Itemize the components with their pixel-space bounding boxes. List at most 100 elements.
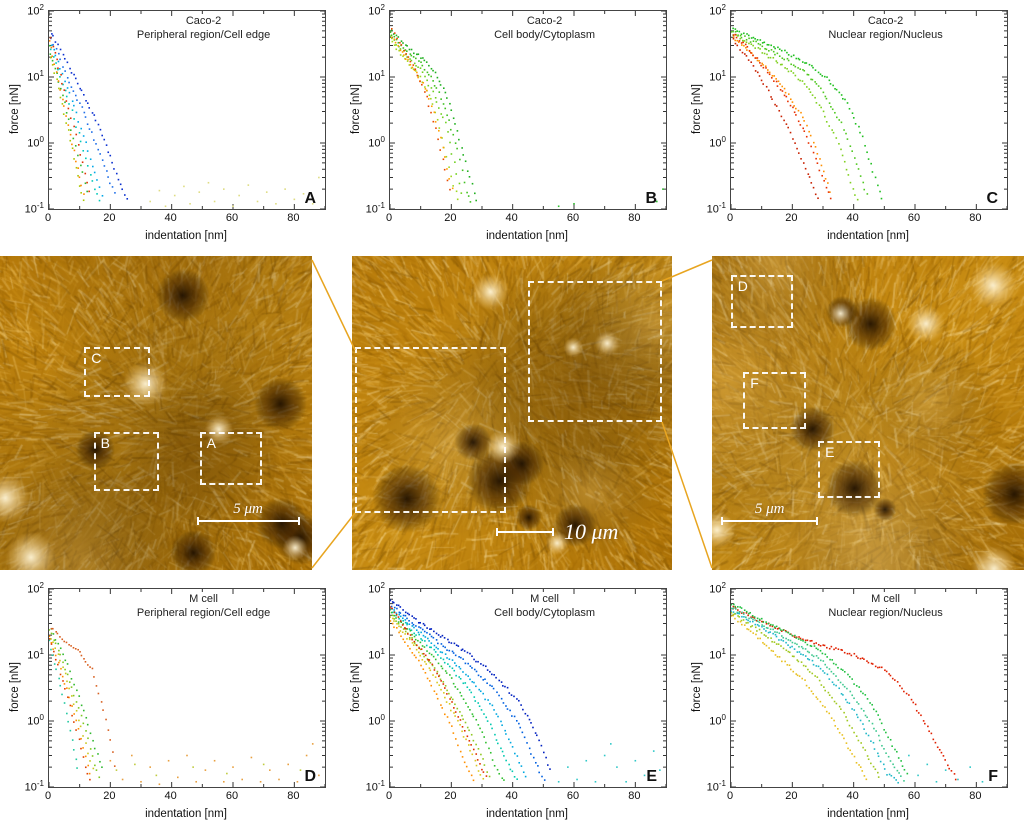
x-tick-label: 80: [969, 790, 982, 802]
plot-area: Caco-2 Cell body/Cytoplasm B: [389, 10, 667, 210]
roi-label: B: [100, 434, 111, 451]
afm-micrograph-canvas: [0, 256, 312, 570]
plot-title: M cell Peripheral region/Cell edge: [137, 592, 270, 621]
top-plot-row: force [nN] Caco-2 Peripheral region/Cell…: [0, 0, 1024, 250]
plot-title: Caco-2 Peripheral region/Cell edge: [137, 14, 270, 43]
scale-bar: 5 μm: [196, 500, 300, 526]
chart-panel-e: force [nN] M cell Cell body/Cytoplasm E …: [343, 580, 675, 828]
y-axis-label: force [nN]: [691, 662, 703, 712]
x-tick-label: 20: [103, 212, 116, 224]
panel-letter: B: [645, 190, 657, 207]
scale-bar-line: [196, 517, 300, 526]
plot-area: M cell Nuclear region/Nucleus F: [730, 588, 1008, 788]
y-axis-label: force [nN]: [691, 84, 703, 134]
x-tick-label: 80: [287, 212, 300, 224]
x-tick-label: 0: [44, 212, 52, 224]
plot-area: M cell Cell body/Cytoplasm E: [389, 588, 667, 788]
plot-title-line2: Cell body/Cytoplasm: [494, 29, 595, 42]
plot-title: Caco-2 Nuclear region/Nucleus: [828, 14, 942, 43]
x-tick-label: 20: [444, 212, 457, 224]
roi-label: F: [750, 375, 760, 392]
scale-label: 5 μm: [754, 500, 785, 517]
x-tick-label: 40: [846, 790, 859, 802]
panel-letter: C: [986, 190, 998, 207]
scale-bar: 10 μm: [496, 519, 618, 544]
plot-title-line2: Nuclear region/Nucleus: [828, 29, 943, 42]
scale-label: 5 μm: [233, 500, 263, 517]
plot-title-line1: Caco-2: [867, 15, 904, 27]
roi-label: D: [737, 277, 749, 294]
scale-bar-line: [496, 527, 554, 536]
chart-panel-b: force [nN] Caco-2 Cell body/Cytoplasm B …: [343, 2, 675, 250]
y-tick-label: 101: [368, 647, 385, 662]
x-tick-label: 60: [225, 212, 239, 224]
roi-box: [528, 281, 663, 423]
x-tick-label: 0: [726, 790, 734, 802]
y-tick-label: 100: [709, 713, 726, 728]
x-tick-label: 40: [846, 212, 859, 224]
y-tick-label: 100: [368, 713, 385, 728]
scale-bar: 5 μm: [721, 500, 819, 526]
scale-bar-line: [721, 517, 819, 526]
plot-title-line1: Caco-2: [526, 15, 563, 27]
x-tick-label: 40: [505, 790, 518, 802]
chart-canvas: [731, 589, 1007, 787]
x-tick-label: 0: [726, 212, 734, 224]
chart-canvas: [49, 11, 325, 209]
x-tick-label: 60: [907, 790, 921, 802]
chart-panel-f: force [nN] M cell Nuclear region/Nucleus…: [684, 580, 1016, 828]
plot-title: M cell Nuclear region/Nucleus: [828, 592, 942, 621]
x-tick-label: 40: [164, 212, 177, 224]
roi-box-f: F: [743, 372, 806, 429]
roi-box: [355, 347, 506, 514]
roi-box-a: A: [199, 431, 263, 486]
y-tick-label: 101: [709, 647, 726, 662]
panel-letter: E: [646, 768, 657, 785]
y-tick-label: 102: [27, 3, 44, 18]
x-axis-label: indentation [nm]: [486, 808, 568, 820]
y-tick-label: 101: [27, 647, 44, 662]
plot-title: Caco-2 Cell body/Cytoplasm: [494, 14, 595, 43]
chart-panel-a: force [nN] Caco-2 Peripheral region/Cell…: [2, 2, 334, 250]
y-axis-label: force [nN]: [350, 662, 362, 712]
roi-label: A: [206, 434, 217, 451]
plot-area: Caco-2 Peripheral region/Cell edge A: [48, 10, 326, 210]
y-tick-label: 102: [368, 3, 385, 18]
x-tick-label: 20: [785, 212, 798, 224]
y-tick-label: 10-1: [706, 779, 726, 794]
plot-title-line1: Caco-2: [185, 15, 222, 27]
y-tick-label: 10-1: [24, 201, 44, 216]
afm-image-overview: 10 μm: [352, 256, 672, 570]
panel-letter: A: [304, 190, 316, 207]
y-tick-label: 100: [27, 135, 44, 150]
afm-micrograph-canvas: [712, 256, 1024, 570]
y-tick-label: 102: [709, 581, 726, 596]
y-tick-label: 101: [368, 69, 385, 84]
x-tick-label: 20: [103, 790, 116, 802]
plot-title-line1: M cell: [530, 593, 559, 605]
y-tick-label: 10-1: [24, 779, 44, 794]
x-tick-label: 80: [628, 790, 641, 802]
y-tick-label: 101: [27, 69, 44, 84]
bottom-plot-row: force [nN] M cell Peripheral region/Cell…: [0, 578, 1024, 828]
x-tick-label: 80: [628, 212, 641, 224]
y-tick-label: 102: [709, 3, 726, 18]
afm-image-caco2: C B A 5 μm: [0, 256, 312, 570]
plot-area: Caco-2 Nuclear region/Nucleus C: [730, 10, 1008, 210]
plot-title-line2: Peripheral region/Cell edge: [136, 607, 271, 620]
x-tick-label: 0: [385, 790, 393, 802]
x-tick-label: 40: [164, 790, 177, 802]
chart-canvas: [390, 11, 666, 209]
plot-title-line2: Peripheral region/Cell edge: [136, 29, 271, 42]
x-tick-label: 60: [566, 212, 580, 224]
x-axis-label: indentation [nm]: [827, 230, 909, 242]
y-tick-label: 100: [27, 713, 44, 728]
roi-label: C: [91, 350, 102, 367]
x-tick-label: 0: [44, 790, 52, 802]
chart-canvas: [49, 589, 325, 787]
plot-area: M cell Peripheral region/Cell edge D: [48, 588, 326, 788]
x-tick-label: 0: [385, 212, 393, 224]
x-axis-label: indentation [nm]: [827, 808, 909, 820]
y-axis-label: force [nN]: [9, 84, 21, 134]
plot-title-line1: M cell: [189, 593, 218, 605]
